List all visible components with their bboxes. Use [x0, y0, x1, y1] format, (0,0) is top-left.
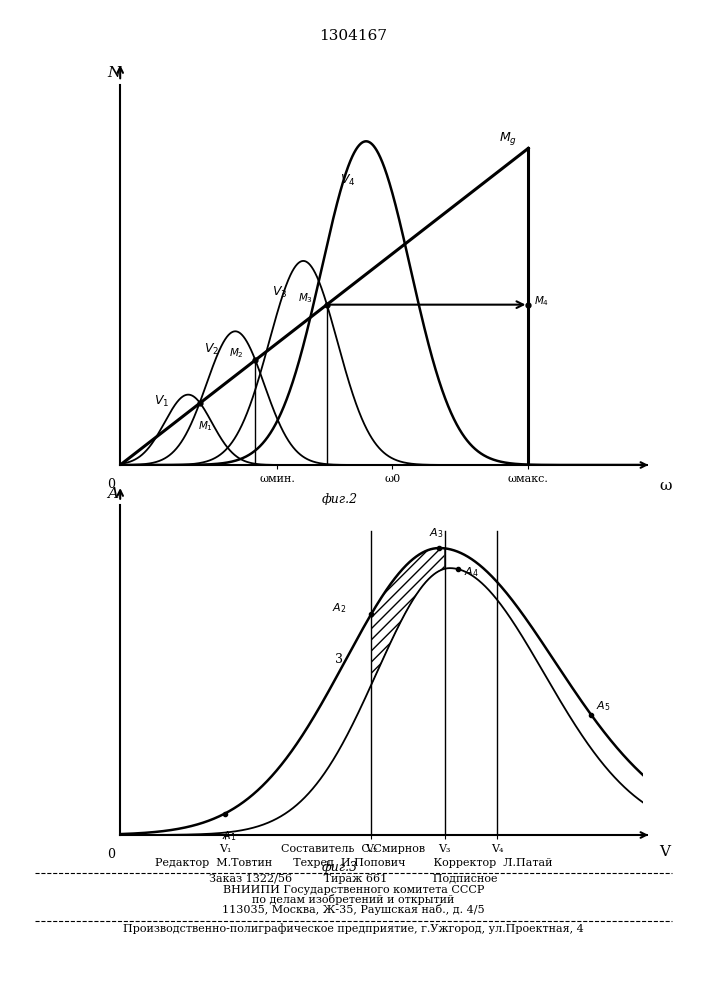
Text: $V_4$: $V_4$: [340, 173, 356, 188]
Text: по делам изобретений и открытий: по делам изобретений и открытий: [252, 894, 455, 905]
Text: $V_2$: $V_2$: [204, 341, 219, 357]
Text: $A_2$: $A_2$: [332, 601, 346, 615]
Text: N: N: [107, 66, 120, 80]
Text: $A_1$: $A_1$: [222, 829, 237, 843]
Text: ω: ω: [659, 479, 672, 493]
Text: Редактор  М.Товтин      Техред  И.Попович        Корректор  Л.Патай: Редактор М.Товтин Техред И.Попович Корре…: [155, 858, 552, 868]
Text: $V_3$: $V_3$: [272, 285, 287, 300]
Text: фиг.2: фиг.2: [322, 493, 358, 506]
Text: $M_3$: $M_3$: [298, 291, 313, 305]
Text: Производственно-полиграфическое предприятие, г.Ужгород, ул.Проектная, 4: Производственно-полиграфическое предприя…: [123, 923, 584, 934]
Text: 1304167: 1304167: [320, 29, 387, 43]
Text: $A_4$: $A_4$: [464, 565, 479, 579]
Text: $M_4$: $M_4$: [534, 295, 549, 308]
Text: Составитель  С.Смирнов: Составитель С.Смирнов: [281, 844, 426, 854]
Text: 0: 0: [107, 478, 115, 491]
Text: $M_g$: $M_g$: [499, 130, 518, 147]
Text: $V_1$: $V_1$: [154, 394, 170, 409]
Text: фиг.3: фиг.3: [322, 861, 358, 874]
Text: 3: 3: [334, 653, 343, 666]
Text: ВНИИПИ Государственного комитета СССР: ВНИИПИ Государственного комитета СССР: [223, 885, 484, 895]
Text: $A_5$: $A_5$: [596, 699, 611, 713]
Text: A: A: [107, 487, 118, 501]
Text: Заказ 1322/56         Тираж 661             Подписное: Заказ 1322/56 Тираж 661 Подписное: [209, 874, 498, 884]
Text: $A_3$: $A_3$: [429, 527, 443, 540]
Text: 113035, Москва, Ж-35, Раушская наб., д. 4/5: 113035, Москва, Ж-35, Раушская наб., д. …: [222, 904, 485, 915]
Text: $M_2$: $M_2$: [229, 347, 244, 360]
Text: V: V: [659, 845, 670, 859]
Text: $M_1$: $M_1$: [197, 419, 213, 433]
Text: 0: 0: [107, 848, 115, 861]
